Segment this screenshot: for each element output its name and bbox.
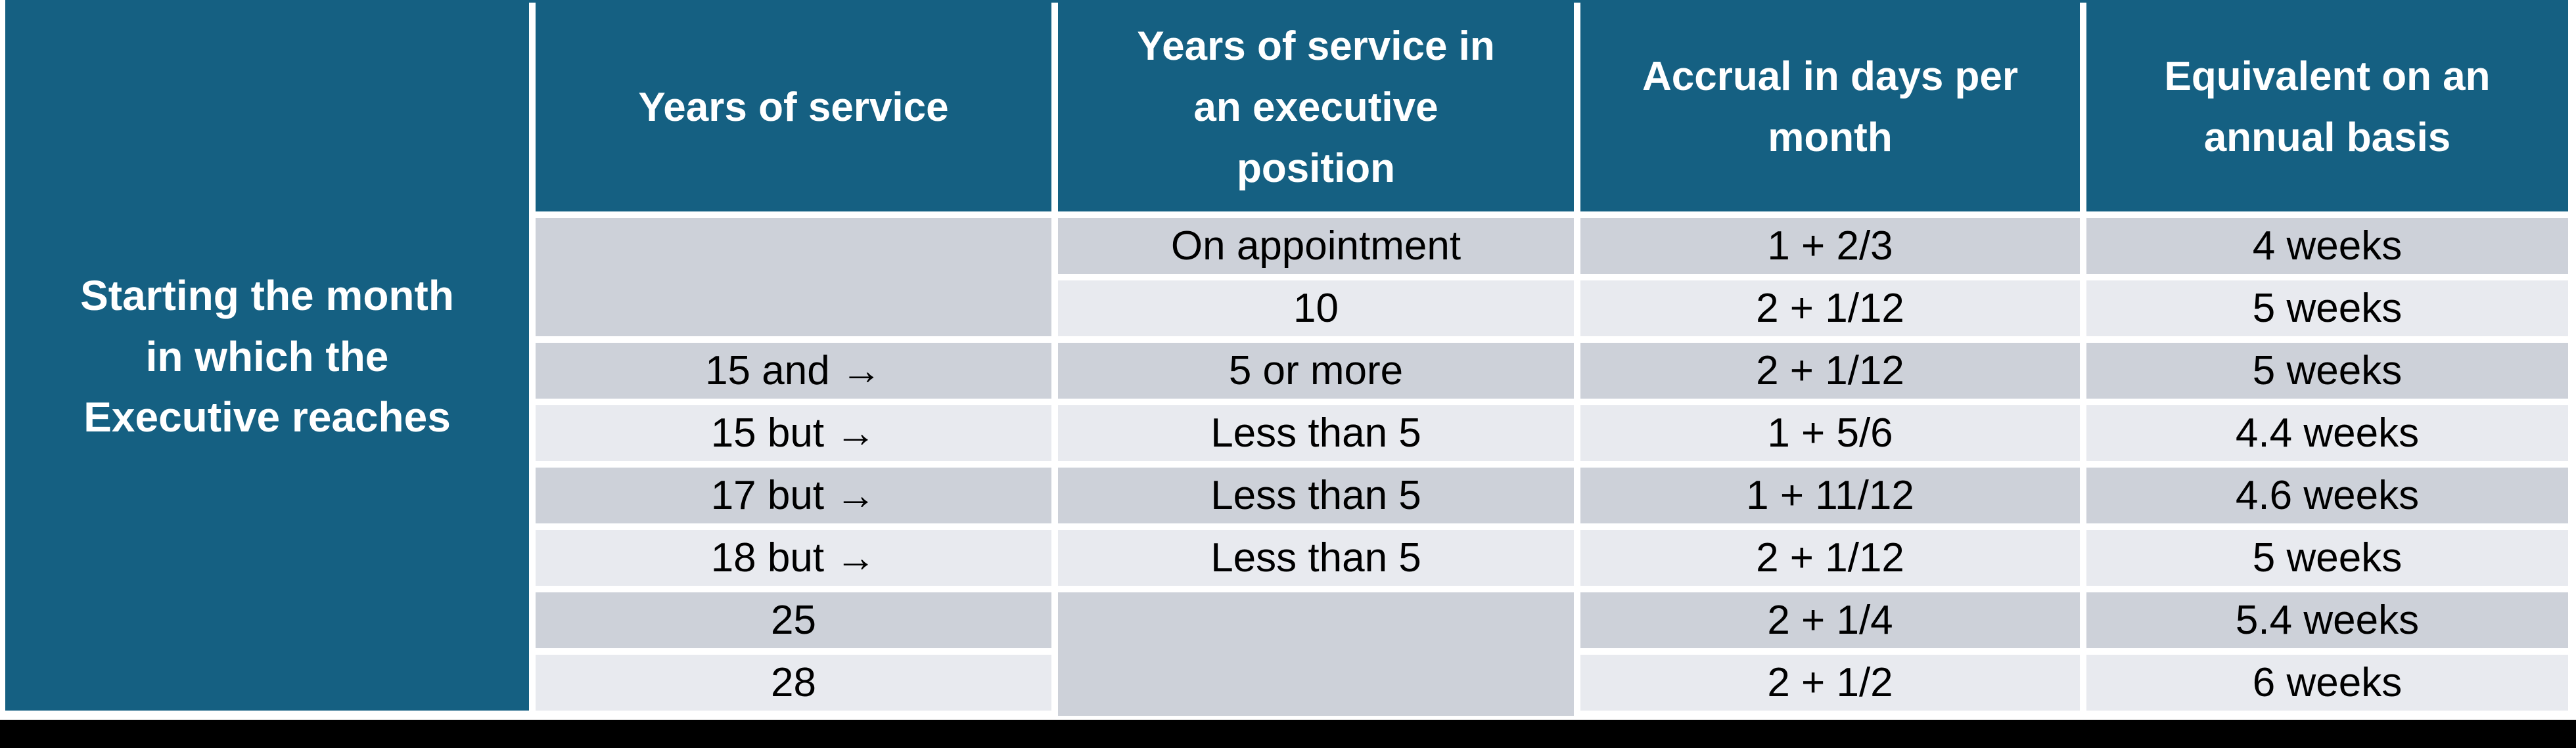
cell-executive-years-r4: Less than 5	[1058, 405, 1574, 461]
cell-accrual-r4: 1 + 5/6	[1580, 405, 2080, 461]
cell-accrual-r8: 2 + 1/2	[1580, 655, 2080, 711]
cell-executive-years-r7-r8-merged	[1058, 592, 1574, 716]
bottom-black-bar	[0, 720, 2576, 748]
vacation-accrual-table: Starting the month in which the Executiv…	[5, 0, 2568, 716]
cell-years-of-service-r7: 25	[536, 592, 1051, 648]
cell-years-of-service-r6: 18 but →	[536, 530, 1051, 586]
col-header-years-of-service: Years of service	[536, 3, 1051, 211]
row-header-label: Starting the month in which the Executiv…	[80, 271, 454, 441]
cell-annual-r4: 4.4 weeks	[2086, 405, 2568, 461]
cell-annual-r2: 5 weeks	[2086, 280, 2568, 336]
cell-annual-r3: 5 weeks	[2086, 343, 2568, 399]
col-header-annual-equivalent: Equivalent on an annual basis	[2086, 3, 2568, 211]
cell-years-of-service-r5: 17 but →	[536, 468, 1051, 523]
cell-executive-years-r1: On appointment	[1058, 218, 1574, 274]
cell-annual-r8: 6 weeks	[2086, 655, 2568, 711]
cell-executive-years-r6: Less than 5	[1058, 530, 1574, 586]
cell-accrual-r5: 1 + 11/12	[1580, 468, 2080, 523]
cell-years-of-service-r3: 15 and →	[536, 343, 1051, 399]
cell-annual-r7: 5.4 weeks	[2086, 592, 2568, 648]
col-header-executive-years: Years of service in an executive positio…	[1058, 3, 1574, 211]
cell-executive-years-r3: 5 or more	[1058, 343, 1574, 399]
cell-annual-r5: 4.6 weeks	[2086, 468, 2568, 523]
cell-accrual-r6: 2 + 1/12	[1580, 530, 2080, 586]
cell-annual-r1: 4 weeks	[2086, 218, 2568, 274]
cell-accrual-r7: 2 + 1/4	[1580, 592, 2080, 648]
cell-accrual-r3: 2 + 1/12	[1580, 343, 2080, 399]
cell-years-of-service-r4: 15 but →	[536, 405, 1051, 461]
cell-accrual-r2: 2 + 1/12	[1580, 280, 2080, 336]
col-header-accrual: Accrual in days per month	[1580, 3, 2080, 211]
cell-accrual-r1: 1 + 2/3	[1580, 218, 2080, 274]
cell-years-of-service-r8: 28	[536, 655, 1051, 711]
row-header-starting-month: Starting the month in which the Executiv…	[5, 3, 529, 711]
cell-executive-years-r2: 10	[1058, 280, 1574, 336]
cell-years-of-service-r1-r2-merged	[536, 218, 1051, 336]
cell-executive-years-r5: Less than 5	[1058, 468, 1574, 523]
cell-annual-r6: 5 weeks	[2086, 530, 2568, 586]
